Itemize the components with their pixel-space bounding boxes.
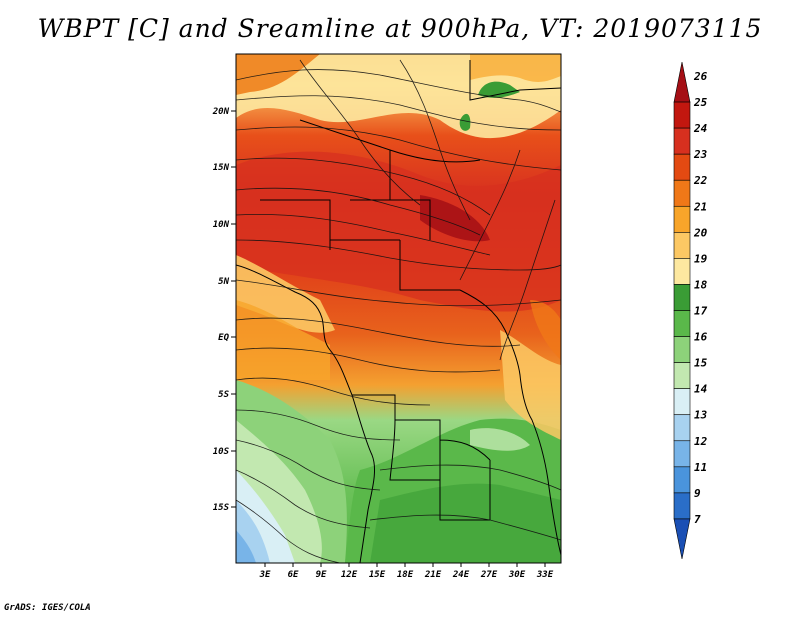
colorbar-label: 26: [693, 70, 708, 83]
colorbar-swatch: [673, 179, 691, 207]
lat-label: 15S: [213, 503, 230, 513]
lon-axis: 3E 6E 9E 12E 15E 18E 21E 24E 27E 30E 33E: [259, 563, 554, 580]
colorbar-label: 24: [693, 122, 708, 135]
colorbar-swatch: [673, 153, 691, 181]
colorbar-swatch: [673, 440, 691, 468]
colorbar-label: 9: [694, 487, 701, 500]
lat-label: 15N: [213, 163, 230, 173]
chart-title: WBPT [C] and Sreamline at 900hPa, VT: 20…: [37, 14, 763, 43]
colorbar-label: 17: [694, 305, 708, 318]
lon-label: 9E: [316, 570, 327, 580]
colorbar-label: 15: [694, 357, 708, 370]
lon-label: 24E: [452, 570, 470, 580]
lon-label: 33E: [536, 570, 554, 580]
colorbar-label: 13: [694, 409, 708, 422]
lon-label: 30E: [508, 570, 526, 580]
map-frame: [235, 53, 562, 564]
colorbar-swatch: [673, 310, 691, 337]
colorbar-label: 19: [694, 252, 708, 265]
lon-label: 27E: [480, 570, 498, 580]
colorbar-label: 16: [694, 331, 708, 344]
lon-label: 6E: [288, 570, 299, 580]
colorbar-label: 12: [694, 435, 708, 448]
lat-label: 20N: [212, 107, 230, 117]
colorbar-label: 7: [694, 513, 701, 526]
coastlines: [236, 60, 561, 563]
colorbar-swatch: [673, 466, 691, 494]
colorbar-swatch: [673, 518, 691, 560]
colorbar-swatch: [673, 492, 691, 520]
colorbar-label: 18: [694, 278, 708, 291]
colorbar-label: 25: [693, 96, 708, 109]
colorbar-swatch: [673, 284, 691, 311]
lat-label: 5S: [218, 390, 229, 400]
colorbar-swatch: [673, 414, 691, 442]
lon-label: 15E: [369, 570, 386, 580]
lat-label: EQ: [218, 333, 229, 343]
streamlines: [236, 59, 561, 563]
lon-label: 18E: [397, 570, 414, 580]
colorbar-label: 20: [693, 226, 708, 239]
colorbar-swatch: [673, 101, 691, 129]
colorbar-swatch: [673, 61, 691, 103]
lon-label: 3E: [259, 570, 271, 580]
colorbar-label: 14: [694, 383, 708, 396]
lat-label: 10S: [213, 447, 230, 457]
colorbar-swatch: [673, 258, 691, 285]
colorbar-swatch: [673, 127, 691, 155]
colorbar-label: 22: [693, 174, 708, 187]
lat-label: 10N: [213, 220, 230, 230]
colorbar-label: 23: [693, 148, 708, 161]
lon-label: 21E: [424, 570, 442, 580]
map-area: [236, 54, 561, 563]
colorbar-swatch: [673, 388, 691, 416]
colorbar-swatch: [673, 232, 691, 259]
colorbar-swatch: [673, 205, 691, 233]
colorbar-label: 11: [694, 461, 707, 474]
lat-label: 5N: [218, 277, 229, 287]
colorbar-label: 21: [693, 200, 707, 213]
colorbar-swatch: [673, 336, 691, 363]
colorbar-swatch: [673, 362, 691, 389]
colorbar: 26 25 24 23 22 21 20 19 18 17 16 15 14 13 12 11 9 7: [673, 61, 708, 560]
lat-axis: 20N 15N 10N 5N EQ 5S 10S 15S: [212, 107, 236, 513]
lon-label: 12E: [341, 570, 358, 580]
credit-label: GrADS: IGES/COLA: [4, 603, 91, 613]
